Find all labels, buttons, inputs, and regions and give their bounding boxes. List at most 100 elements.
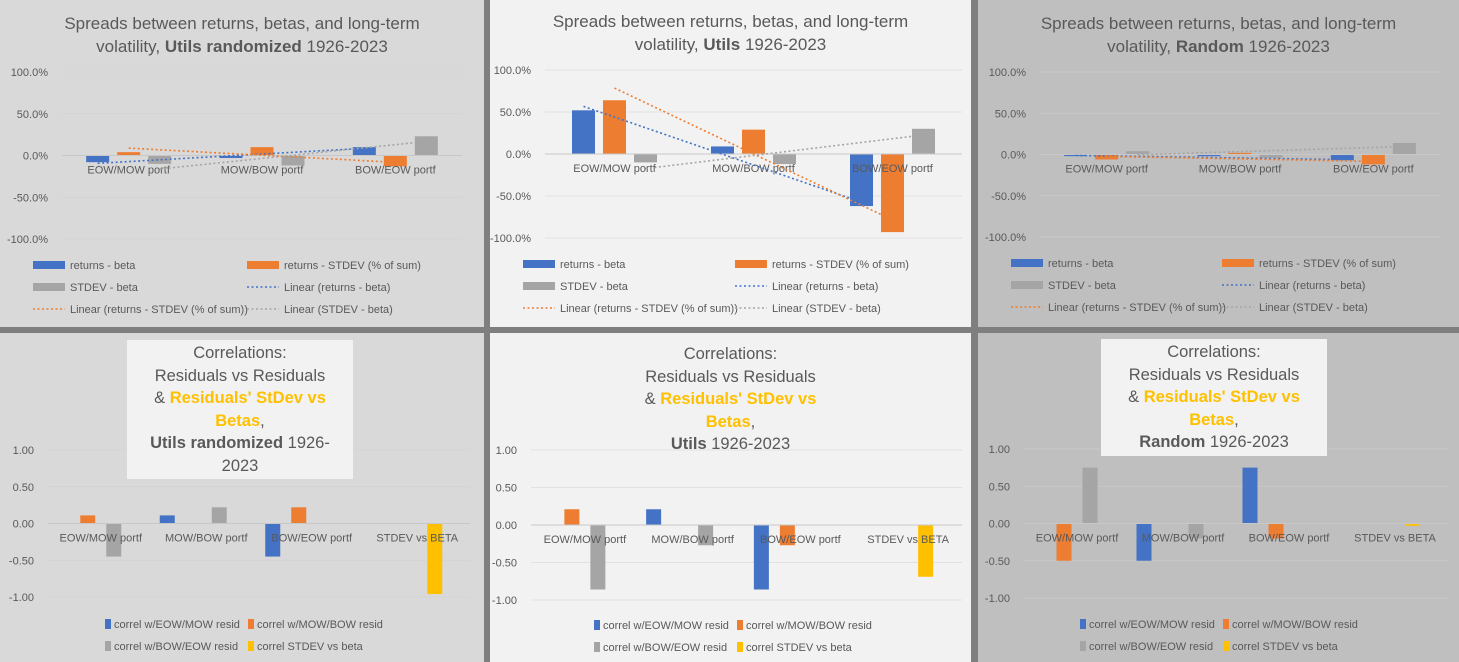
bar-correl-w-eow-mow-resid [265, 523, 281, 557]
bar-correl-stdev-vs-beta [918, 525, 934, 577]
bar-correl-w-mow-bow-resid [1056, 523, 1072, 561]
title-line-2: Residuals vs Residuals [645, 367, 816, 386]
chart-title: Spreads between returns, betas, and long… [490, 10, 971, 56]
bar-returns-stdev-of-sum- [117, 152, 141, 156]
y-tick-label: -1.00 [985, 593, 1010, 605]
spreads-chart-random: 100.0% 50.0% 0.0% -50.0% -100.0% EOW/MOW port… [985, 67, 1440, 314]
trendline-linear-stdev-beta- [645, 134, 924, 170]
title-years: 1926-2023 [706, 435, 791, 453]
chart-title: Spreads between returns, betas, and long… [978, 12, 1459, 58]
y-tick-label: 0.50 [989, 481, 1010, 493]
legend-swatch [594, 620, 600, 630]
y-tick-label: 100.0% [11, 67, 49, 79]
bar-returns-stdev-of-sum- [603, 100, 626, 154]
legend-swatch [248, 641, 254, 651]
bar-stdev-beta [281, 155, 305, 166]
bar-correl-w-eow-mow-resid [646, 509, 662, 525]
bar-stdev-beta [148, 155, 172, 164]
bar-returns-beta [1330, 154, 1354, 161]
legend-label: correl w/EOW/MOW resid [603, 620, 729, 632]
bar-correl-w-bow-eow-resid [106, 523, 122, 557]
chart-title: Correlations: Residuals vs Residuals & R… [127, 340, 353, 479]
title-highlight: Residuals' StDev vs Betas [169, 389, 326, 430]
x-category-label: MOW/BOW portf [712, 163, 795, 175]
title-years: 1926-2023 [1243, 37, 1330, 56]
chart-title: Correlations: Residuals vs Residuals & R… [615, 341, 846, 458]
bar-correl-w-bow-eow-resid [211, 507, 227, 524]
bar-correl-w-eow-mow-resid [753, 525, 769, 590]
bar-stdev-beta [1259, 154, 1283, 158]
bar-stdev-beta [1392, 142, 1416, 155]
legend-label: Linear (returns - beta) [284, 282, 390, 294]
legend-label: Linear (returns - STDEV (% of sum)) [1048, 302, 1226, 314]
x-category-label: MOW/BOW portf [165, 533, 248, 545]
y-tick-label: 1.00 [989, 444, 1010, 456]
bar-returns-stdev-of-sum- [1228, 152, 1252, 155]
legend-label: correl w/BOW/EOW resid [114, 641, 238, 653]
title-years: 1926-2023 [221, 434, 330, 475]
correlations-chart-utils: 1.00 0.50 0.00 -0.50 -1.00 EOW/MOW portf MOW/B… [492, 445, 962, 654]
x-category-label: EOW/MOW portf [1036, 533, 1119, 545]
legend-label: Linear (returns - STDEV (% of sum)) [70, 304, 248, 316]
title-prefix: volatility, [1107, 37, 1176, 56]
y-tick-label: -0.50 [985, 556, 1010, 568]
x-category-label: BOW/EOW portf [760, 534, 842, 546]
title-dataset: Utils randomized [164, 37, 302, 56]
legend-swatch [737, 642, 743, 652]
title-line-2: Residuals vs Residuals [1128, 365, 1300, 384]
y-tick-label: 50.0% [500, 107, 531, 119]
y-tick-label: -0.50 [9, 555, 34, 567]
title-dataset: Utils [670, 435, 707, 453]
title-dataset: Utils randomized [150, 434, 284, 452]
title-amp: & [1128, 388, 1144, 406]
bar-correl-w-eow-mow-resid [1136, 523, 1152, 561]
title-amp: & [644, 390, 661, 408]
legend-swatch [1222, 259, 1254, 267]
legend-swatch [248, 619, 254, 629]
title-dataset: Random [1139, 433, 1206, 451]
y-tick-label: -50.0% [496, 191, 531, 203]
x-category-label: EOW/MOW portf [1065, 164, 1148, 176]
bar-returns-beta [86, 155, 110, 163]
chart-panel-bottom-right: 1.00 0.50 0.00 -0.50 -1.00 EOW/MOW portf MOW/B… [978, 333, 1459, 662]
legend-label: STDEV - beta [70, 282, 139, 294]
bar-returns-stdev-of-sum- [383, 155, 407, 167]
bar-correl-w-bow-eow-resid [590, 525, 606, 590]
x-category-label: EOW/MOW portf [573, 163, 656, 175]
y-tick-label: 100.0% [989, 67, 1027, 79]
legend-swatch [1080, 641, 1086, 651]
legend-label: correl w/BOW/EOW resid [603, 642, 727, 654]
title-dataset: Random [1175, 37, 1244, 56]
y-tick-label: 0.0% [1001, 150, 1026, 162]
y-tick-label: 0.0% [506, 149, 531, 161]
y-tick-label: 0.00 [989, 519, 1010, 531]
chart-panel-top-left: Spreads between returns, betas, and long… [0, 0, 484, 327]
y-tick-label: -50.0% [991, 191, 1026, 203]
x-category-label: BOW/EOW portf [1333, 164, 1415, 176]
legend-swatch [1011, 259, 1043, 267]
x-category-label: MOW/BOW portf [1199, 164, 1282, 176]
x-category-label: STDEV vs BETA [376, 533, 458, 545]
bar-correl-w-mow-bow-resid [779, 525, 795, 546]
y-tick-label: 0.0% [23, 151, 48, 163]
bar-stdev-beta [912, 128, 935, 154]
x-category-label: BOW/EOW portf [271, 533, 353, 545]
y-tick-label: -100.0% [7, 234, 48, 246]
legend-label: Linear (STDEV - beta) [1259, 302, 1368, 314]
legend-label: returns - STDEV (% of sum) [284, 260, 421, 272]
title-prefix: volatility, [96, 37, 165, 56]
legend-swatch [735, 260, 767, 268]
bar-correl-w-bow-eow-resid [1082, 467, 1098, 524]
title-amp: & [154, 389, 170, 407]
bar-stdev-beta [414, 136, 438, 156]
spreads-chart-utils: 100.0% 50.0% 0.0% -50.0% -100.0% EOW/MOW port… [490, 65, 962, 315]
title-highlight: Residuals' StDev vs Betas [660, 390, 817, 431]
legend-swatch [33, 283, 65, 291]
bar-correl-w-eow-mow-resid [1242, 467, 1258, 524]
bar-correl-w-bow-eow-resid [698, 525, 714, 546]
legend-swatch [1080, 619, 1086, 629]
title-years: 1926-2023 [1205, 433, 1289, 451]
bar-returns-stdev-of-sum- [742, 129, 765, 154]
legend-swatch [737, 620, 743, 630]
y-tick-label: 1.00 [496, 445, 517, 457]
